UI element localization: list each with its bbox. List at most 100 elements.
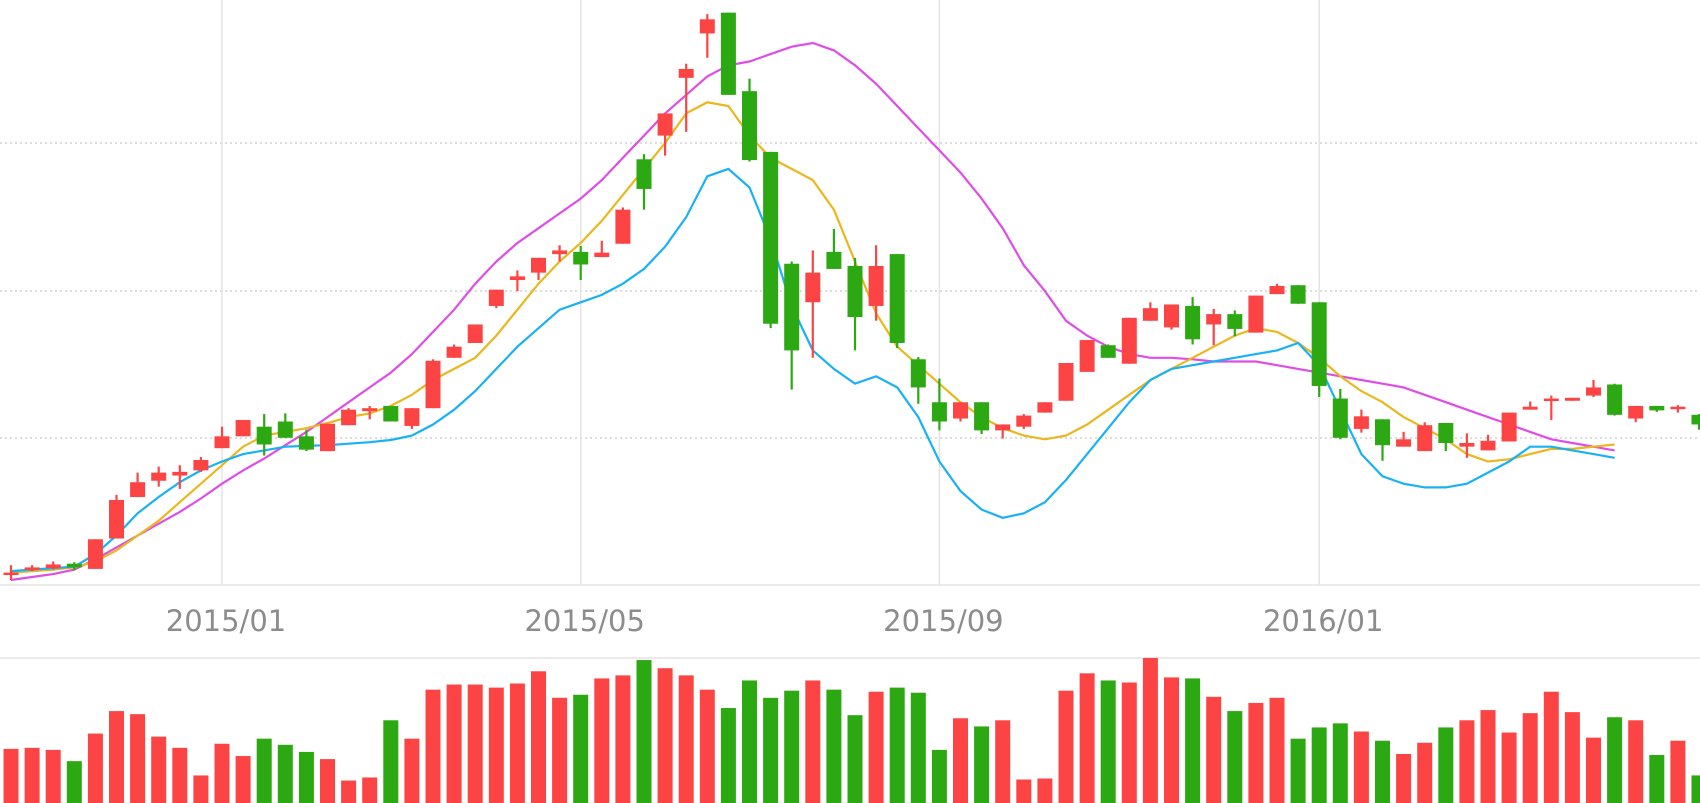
candle-body-38 [805, 272, 821, 303]
volume-bar-27 [573, 694, 589, 803]
ma-short-line [10, 167, 1615, 573]
candle-body-79 [1670, 406, 1686, 410]
volume-bar-28 [594, 678, 610, 803]
candle-80 [1691, 414, 1700, 430]
candle-body-57 [1206, 314, 1222, 325]
candle-body-46 [974, 402, 990, 431]
volume-bar-53 [1121, 682, 1137, 803]
candle-30 [636, 154, 652, 210]
candle-8 [172, 465, 188, 489]
candle-body-32 [678, 68, 694, 78]
candle-4 [87, 539, 103, 569]
x-axis: 2015/01 2015/05 2015/09 2016/01 [166, 604, 1384, 638]
candle-60 [1269, 283, 1285, 295]
volume-bar-9 [193, 775, 209, 803]
volume-bar-39 [826, 689, 842, 803]
volume-bar-68 [1438, 727, 1454, 803]
volume-bar-61 [1290, 738, 1306, 803]
volume-bar-76 [1607, 717, 1623, 803]
volume-bar-40 [847, 715, 863, 803]
candle-body-72 [1522, 406, 1538, 410]
candle-53 [1121, 317, 1137, 364]
candle-body-6 [130, 482, 146, 498]
volume-bar-62 [1311, 727, 1327, 803]
volume-bar-30 [636, 660, 652, 803]
candle-39 [826, 228, 842, 269]
x-tick-label-3: 2016/01 [1263, 604, 1383, 638]
candle-body-65 [1375, 419, 1390, 446]
volume-bar-2 [45, 749, 61, 803]
candle-63 [1332, 388, 1348, 440]
candle-34 [720, 12, 736, 95]
candle-body-45 [953, 402, 968, 419]
volume-bar-75 [1586, 737, 1601, 803]
candle-25 [531, 257, 546, 281]
volume-bar-4 [87, 733, 103, 803]
candle-body-30 [636, 159, 652, 189]
candle-body-51 [1079, 340, 1095, 372]
candle-body-47 [995, 424, 1011, 431]
candle-body-31 [657, 113, 673, 136]
candle-body-16 [341, 409, 357, 426]
candle-body-60 [1269, 285, 1285, 295]
candle-21 [446, 344, 462, 358]
candle-body-2 [45, 564, 61, 569]
candle-body-56 [1185, 305, 1201, 340]
candle-body-50 [1058, 362, 1074, 401]
candle-49 [1037, 402, 1053, 413]
candle-body-69 [1459, 442, 1475, 447]
candle-20 [425, 359, 441, 409]
candle-body-8 [172, 471, 188, 476]
volume-bar-42 [889, 687, 905, 803]
candle-body-52 [1100, 345, 1116, 358]
candle-54 [1142, 302, 1158, 321]
volume-bar-15 [320, 759, 335, 803]
volume-bar-37 [784, 690, 800, 803]
candle-48 [1016, 414, 1032, 429]
candle-70 [1480, 434, 1496, 451]
chart-grid [0, 0, 1700, 659]
volume-bar-5 [109, 711, 124, 803]
volume-bar-20 [425, 689, 441, 803]
candle-75 [1586, 380, 1601, 398]
volume-bar-66 [1396, 753, 1412, 803]
candle-9 [193, 457, 209, 472]
volume-bar-78 [1649, 755, 1665, 803]
candle-body-24 [509, 276, 525, 281]
candle-body-40 [847, 265, 863, 318]
candlesticks [3, 12, 1700, 580]
volume-bar-77 [1628, 720, 1644, 803]
candle-6 [130, 472, 146, 498]
volume-bar-51 [1079, 673, 1095, 803]
candle-body-59 [1248, 295, 1264, 333]
candle-5 [109, 494, 124, 539]
candle-body-14 [298, 436, 314, 450]
candle-body-41 [868, 265, 884, 306]
volume-bar-10 [214, 743, 230, 803]
volume-bar-7 [151, 736, 167, 803]
volume-bar-33 [699, 689, 715, 803]
candle-body-35 [742, 91, 757, 161]
volume-bar-65 [1375, 740, 1390, 803]
volume-bar-38 [805, 680, 821, 803]
candle-52 [1100, 344, 1116, 358]
candle-body-22 [467, 324, 483, 343]
volume-bar-59 [1248, 702, 1264, 803]
candle-body-64 [1353, 416, 1369, 429]
candle-body-44 [931, 402, 947, 422]
candle-body-9 [193, 460, 209, 471]
candle-1 [24, 565, 40, 572]
candle-27 [573, 245, 589, 281]
candle-19 [404, 408, 420, 429]
x-tick-label-1: 2015/05 [524, 604, 644, 638]
candle-33 [699, 14, 715, 58]
volume-bar-52 [1100, 680, 1116, 803]
candle-44 [931, 378, 947, 431]
candle-0 [3, 565, 19, 580]
volume-bar-31 [657, 668, 673, 803]
candle-body-39 [826, 251, 842, 269]
candle-body-10 [214, 436, 230, 449]
candle-74 [1564, 397, 1580, 401]
candle-26 [552, 245, 568, 262]
candle-23 [488, 289, 504, 309]
